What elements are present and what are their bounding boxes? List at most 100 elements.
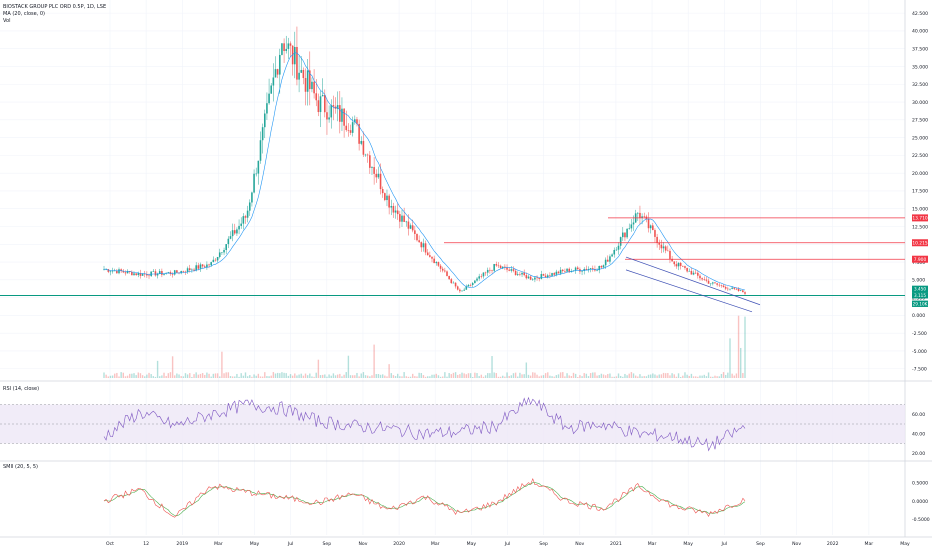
candle-body (514, 270, 517, 276)
volume-bar (161, 375, 163, 378)
volume-bar (716, 376, 718, 378)
volume-bar (585, 373, 588, 378)
candle-body (328, 117, 330, 120)
chart-legend: BIOSTACK GROUP PLC ORD 0.5P, 1D, LSE MA … (3, 4, 106, 25)
candle-body (729, 288, 731, 290)
time-tick-label: 12 (143, 541, 149, 547)
volume-bar (596, 375, 598, 378)
candle-body (137, 273, 140, 275)
price-tick-label: 5.000 (912, 278, 925, 284)
candle-body (486, 269, 489, 273)
volume-bar (669, 375, 671, 378)
candle-body (133, 273, 135, 276)
volume-bar (319, 375, 322, 378)
current-price-tag (912, 300, 928, 307)
candle-body (150, 271, 152, 277)
rsi-tick-label: 20.00 (912, 451, 925, 457)
volume-bar (489, 373, 491, 378)
volume-bar (186, 374, 189, 378)
candle-body (673, 261, 676, 265)
volume-bar (684, 372, 686, 378)
candle-body (309, 70, 311, 90)
time-tick-label: 2019 (176, 541, 188, 547)
volume-bar (519, 372, 521, 378)
volume-bar (459, 374, 461, 378)
volume-bar (152, 376, 155, 378)
candle-body (405, 221, 408, 223)
volume-bar (259, 376, 262, 378)
volume-bar (600, 373, 603, 378)
volume-bar (360, 373, 362, 378)
volume-bar (619, 375, 622, 378)
volume-bar (214, 373, 217, 378)
volume-bar (690, 373, 693, 378)
volume-bar (658, 374, 660, 378)
candle-body (431, 256, 433, 259)
candle-body (448, 276, 450, 280)
volume-bar (512, 373, 515, 378)
candle-body (191, 269, 193, 271)
volume-bar (184, 373, 187, 378)
volume-bar (176, 373, 178, 378)
candle-body (240, 223, 243, 226)
time-tick-label: Nov (358, 541, 367, 547)
volume-bar (392, 375, 395, 378)
candle-body (551, 273, 553, 276)
volume-bar (431, 374, 433, 378)
volume-bar (679, 376, 682, 378)
volume-bar (397, 373, 399, 378)
volume-bar (482, 376, 485, 378)
volume-bar (390, 373, 392, 378)
volume-bar (718, 376, 720, 378)
candle-body (369, 155, 371, 168)
candle-body (396, 210, 399, 215)
candle-body (339, 105, 341, 122)
candle-body (111, 270, 114, 272)
volume-bar (317, 359, 320, 378)
volume-bar (296, 375, 298, 378)
volume-bar (504, 376, 506, 378)
volume-bar (114, 373, 116, 378)
price-tick-label: 30.000 (912, 100, 928, 106)
volume-bar (609, 373, 611, 378)
candle-body (656, 236, 658, 243)
volume-bar (634, 375, 637, 378)
volume-bar (463, 373, 465, 378)
candle-body (225, 244, 227, 250)
candle-body (362, 141, 365, 155)
volume-bar (399, 376, 401, 378)
volume-bar (253, 374, 255, 378)
volume-bar (294, 373, 296, 378)
volume-bar (626, 375, 628, 378)
volume-bar (384, 375, 386, 378)
candle-body (229, 236, 232, 239)
candle-body (345, 125, 348, 131)
volume-bar (733, 375, 735, 378)
volume-bar (557, 374, 560, 378)
volume-bar (581, 376, 583, 378)
volume-bar (429, 376, 431, 378)
candle-body (647, 219, 650, 229)
volume-bar (568, 375, 570, 378)
candle-body (525, 275, 528, 279)
volume-bar (722, 372, 725, 378)
volume-bar (508, 375, 510, 378)
current-price-tag (912, 292, 928, 299)
volume-bar (201, 373, 204, 378)
candle-body (709, 283, 712, 285)
candle-body (718, 284, 721, 286)
time-axis: Oct 12 2019 Mar May Jul Sep Nov 2020 Mar May Jul Sep… (106, 541, 910, 547)
volume-bar (345, 372, 347, 378)
volume-bar (334, 375, 337, 378)
volume-bar (339, 373, 341, 378)
time-tick-label: Sep (322, 541, 331, 547)
candle-body (120, 269, 122, 272)
volume-bar (604, 375, 607, 378)
candle-body (203, 266, 206, 268)
candle-body (364, 154, 367, 156)
candle-body (679, 262, 682, 266)
candle-body (161, 271, 163, 275)
candle-body (210, 262, 212, 266)
volume-bar (729, 338, 731, 378)
candle-body (182, 271, 185, 272)
